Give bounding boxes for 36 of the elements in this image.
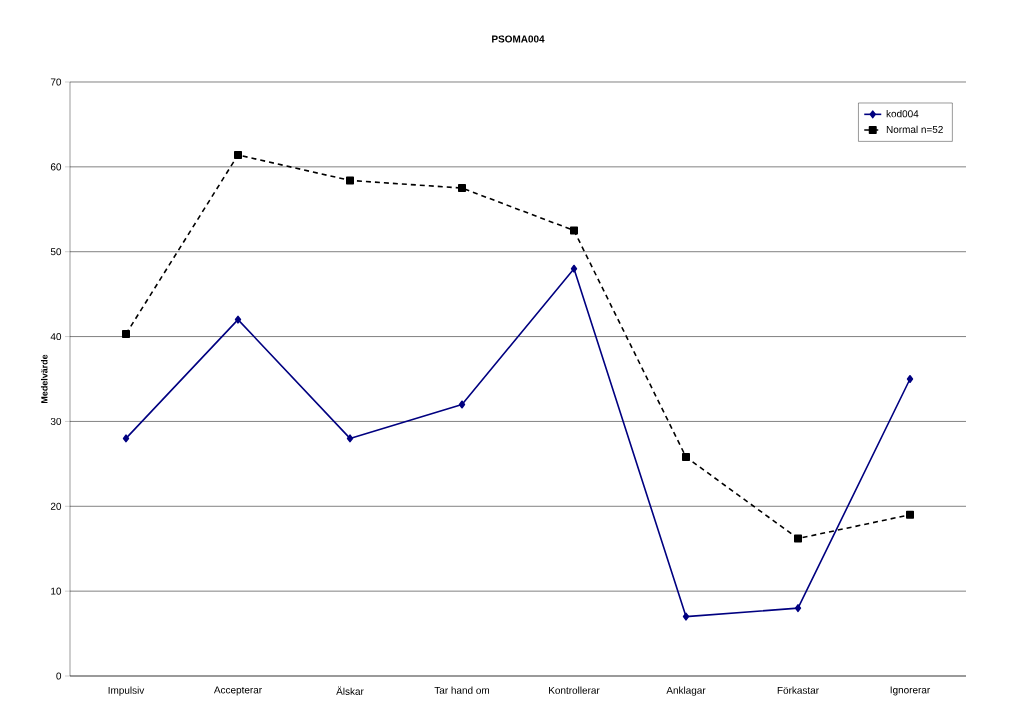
y-tick-label: 70: [50, 78, 62, 86]
point: [682, 612, 690, 621]
point: [346, 176, 354, 185]
legend-label: kod004: [886, 109, 919, 118]
x-tick-label: Tar hand om: [434, 686, 490, 694]
point: [794, 604, 802, 613]
point: [570, 264, 578, 273]
point: [682, 453, 690, 462]
y-tick-label: 60: [50, 163, 62, 171]
y-tick-label: 50: [50, 248, 62, 256]
point: [122, 330, 130, 339]
point: [458, 400, 466, 409]
x-tick-label: Kontrollerar: [549, 686, 600, 694]
point: [346, 434, 354, 443]
y-tick-label: 10: [51, 587, 62, 595]
point: [906, 375, 914, 383]
point: [234, 315, 242, 324]
point: [458, 184, 466, 193]
y-tick-label: 40: [50, 333, 62, 341]
chart-title: PSOMA004: [492, 35, 545, 43]
x-tick-label: Anklagar: [666, 686, 706, 696]
y-axis-title: Medelvärde: [40, 354, 48, 404]
y-tick-label: 30: [50, 417, 62, 425]
point: [906, 510, 915, 519]
x-tick-label: Älskar: [336, 686, 364, 695]
x-tick-label: Impulsiv: [108, 686, 145, 696]
y-tick-label: 20: [50, 502, 62, 510]
legend-label: Normal n=52: [886, 125, 943, 133]
y-tick-label: 0: [56, 672, 62, 680]
x-tick-label: Accepterar: [213, 686, 262, 696]
point: [234, 150, 242, 159]
point: [794, 534, 802, 543]
x-tick-label: Förkastar: [777, 686, 819, 694]
x-tick-label: Ignorerar: [890, 686, 931, 696]
point: [570, 226, 578, 235]
point: [122, 434, 130, 443]
